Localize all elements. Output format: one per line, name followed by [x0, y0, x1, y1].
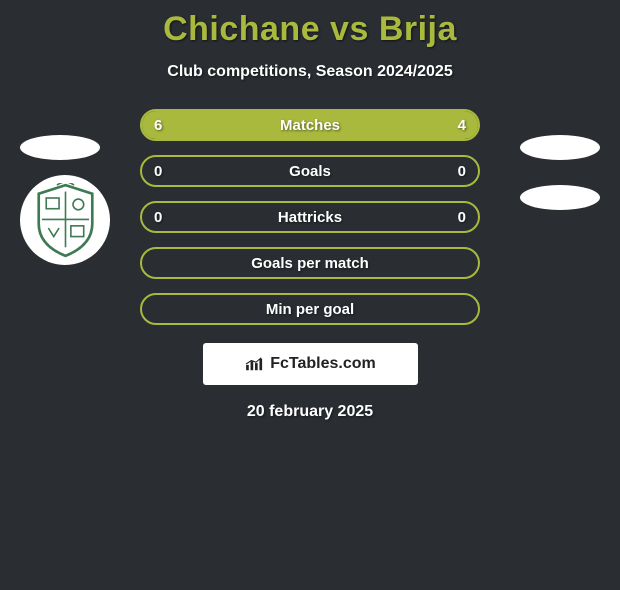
- brand-badge[interactable]: FcTables.com: [203, 343, 418, 385]
- stat-row: Goals per match: [140, 247, 480, 279]
- brand-label: FcTables.com: [270, 355, 376, 373]
- footer-date: 20 february 2025: [0, 403, 620, 421]
- page-title: Chichane vs Brija: [0, 10, 620, 49]
- bar-chart-icon: [244, 356, 266, 372]
- stat-label: Hattricks: [142, 209, 478, 226]
- stat-value-right: 4: [458, 117, 466, 134]
- stat-label: Goals per match: [142, 255, 478, 272]
- team-a-badge-top: [20, 135, 100, 160]
- stat-label: Matches: [142, 117, 478, 134]
- page-subtitle: Club competitions, Season 2024/2025: [0, 63, 620, 81]
- stat-value-right: 0: [458, 163, 466, 180]
- stat-value-right: 0: [458, 209, 466, 226]
- team-a-crest: [20, 175, 110, 265]
- stat-row: Min per goal: [140, 293, 480, 325]
- stat-row: 0Goals0: [140, 155, 480, 187]
- stat-row: 6Matches4: [140, 109, 480, 141]
- stat-row: 0Hattricks0: [140, 201, 480, 233]
- team-b-badge-bottom: [520, 185, 600, 210]
- team-b-badge-top: [520, 135, 600, 160]
- stat-label: Goals: [142, 163, 478, 180]
- stat-label: Min per goal: [142, 301, 478, 318]
- shield-crest-icon: [33, 183, 98, 258]
